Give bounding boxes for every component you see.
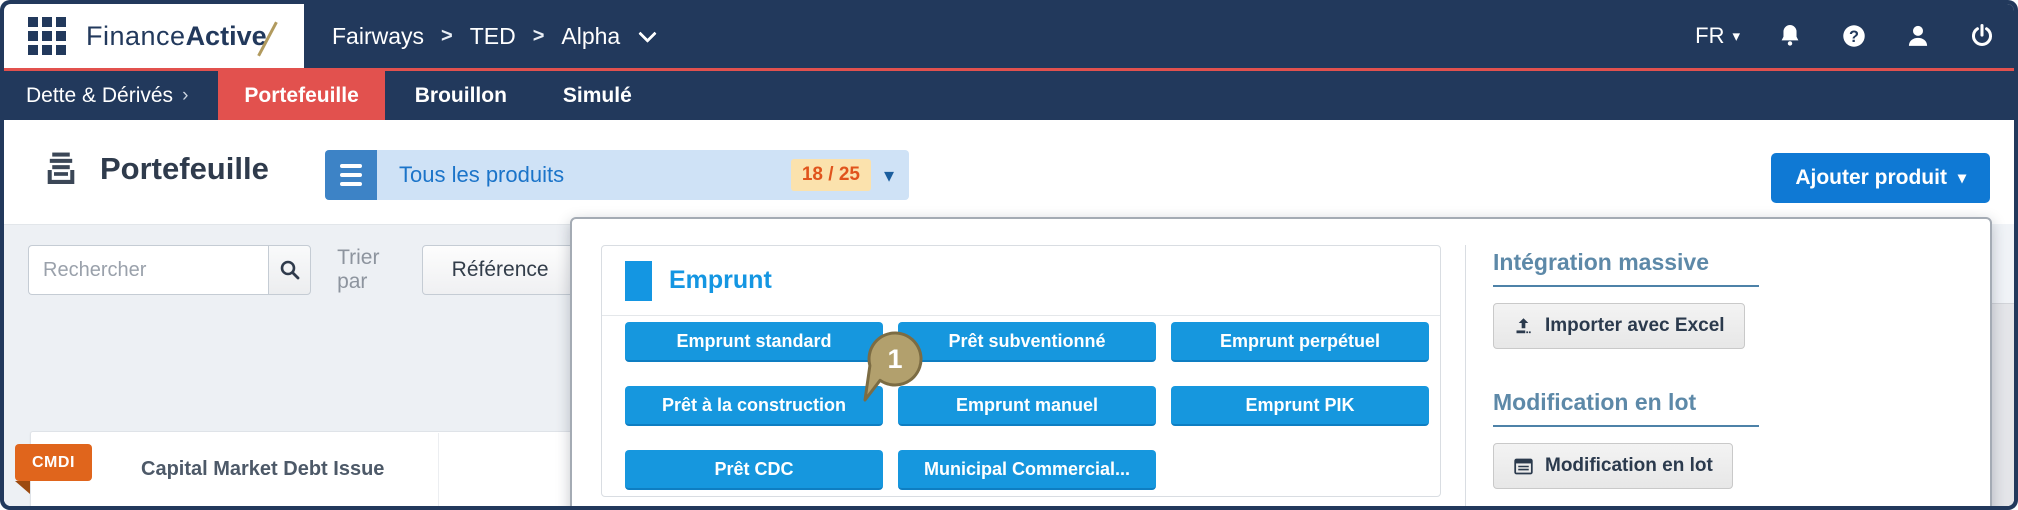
add-product-label: Ajouter produit [1795,166,1947,189]
table-list-icon [1514,458,1533,474]
breadcrumb-item-client[interactable]: Fairways [332,22,425,49]
tab-label: Simulé [562,83,632,107]
scrollbar-track[interactable] [1992,224,2014,506]
portfolio-icon [47,152,75,185]
breadcrumb-separator-icon: > [441,24,453,47]
product-button-pret-a-la-construction[interactable]: Prêt à la construction [625,386,883,426]
page-title: Portefeuille [40,146,269,192]
caret-down-icon: ▾ [1732,28,1740,45]
accent-divider [4,68,2014,71]
tab-label: Brouillon [414,83,507,107]
bell-icon[interactable] [1776,22,1804,50]
brand-name: Finance Active [86,14,278,58]
search-input[interactable] [28,245,268,295]
product-list-item[interactable]: CMDI Capital Market Debt Issue [15,431,582,506]
product-button-emprunt-pik[interactable]: Emprunt PIK [1171,386,1429,426]
breadcrumb-separator-icon: > [532,24,545,47]
module-menu-label: Dette & Dérivés [26,83,174,107]
breadcrumb-item-entity[interactable]: Alpha [561,22,621,49]
bulk-edit-group: Modification en lot Modification en lot [1493,389,1973,489]
emprunt-section: Emprunt Emprunt standard Prêt subvention… [601,245,1441,497]
product-type-badge: CMDI [15,444,92,494]
product-filter-dropdown[interactable]: Tous les produits 18 / 25 ▾ [325,150,909,200]
search-button[interactable] [268,245,312,295]
filter-selected-value: Tous les produits [399,162,565,187]
product-button-pret-subventionne[interactable]: Prêt subventionné [898,322,1156,362]
product-button-pret-cdc[interactable]: Prêt CDC [625,450,883,490]
import-excel-label: Importer avec Excel [1545,315,1725,336]
language-selector[interactable]: FR ▾ [1695,23,1740,49]
chevron-right-icon: › [182,84,189,106]
annotation-step-number: 1 [887,344,902,374]
sort-label: Trier par [337,246,380,293]
section-title: Emprunt [669,266,772,294]
chevron-down-icon[interactable] [638,23,657,43]
page-title-text: Portefeuille [100,151,269,186]
tab-label: Portefeuille [244,83,359,107]
add-product-menu-panel: Emprunt Emprunt standard Prêt subvention… [570,217,1992,506]
app-grid-icon[interactable] [28,17,66,55]
product-button-emprunt-manuel[interactable]: Emprunt manuel [898,386,1156,426]
import-excel-button[interactable]: Importer avec Excel [1493,303,1745,349]
breadcrumb-item-group[interactable]: TED [469,22,516,49]
user-icon[interactable] [1904,22,1932,50]
mass-integration-heading: Intégration massive [1493,249,1759,287]
add-product-button[interactable]: Ajouter produit ▾ [1771,153,1990,203]
portfolio-sidebar: Trier par Référence CMDI Capital Market … [4,224,582,506]
brand-part2: Active [185,20,267,51]
svg-text:?: ? [1849,28,1859,46]
section-marker-icon [625,260,652,301]
tab-brouillon[interactable]: Brouillon [389,71,533,120]
tab-portefeuille[interactable]: Portefeuille [218,71,385,120]
module-navbar: Dette & Dérivés › Portefeuille Brouillon… [4,71,2014,120]
sort-select-button[interactable]: Référence [422,245,578,295]
menu-icon[interactable] [325,150,377,200]
product-type-name: Capital Market Debt Issue [141,458,385,480]
panel-divider [1465,245,1466,506]
tab-simule[interactable]: Simulé [537,71,658,120]
bulk-edit-label: Modification en lot [1545,455,1713,476]
annotation-step-marker: 1 [863,331,923,402]
bulk-edit-heading: Modification en lot [1493,389,1759,427]
bulk-edit-button[interactable]: Modification en lot [1493,443,1733,489]
mass-integration-group: Intégration massive Importer avec Excel [1493,249,1973,349]
caret-down-icon: ▾ [1957,170,1966,187]
language-code: FR [1695,23,1725,48]
brand-part1: Finance [86,20,186,51]
card-divider [438,433,439,506]
module-menu-dette-derives[interactable]: Dette & Dérivés › [18,71,196,120]
product-button-emprunt-perpetuel[interactable]: Emprunt perpétuel [1171,322,1429,362]
search-icon [280,260,299,280]
product-button-municipal-commercial[interactable]: Municipal Commercial... [898,450,1156,490]
upload-icon [1516,317,1531,333]
help-icon[interactable]: ? [1840,22,1868,50]
top-navbar: Finance Active Fairways > TED > Alpha FR … [4,4,2014,68]
caret-down-icon: ▾ [883,164,894,187]
power-icon[interactable] [1968,22,1996,50]
product-count-badge: 18 / 25 [790,159,871,191]
brand-logo[interactable]: Finance Active [4,4,304,68]
product-button-emprunt-standard[interactable]: Emprunt standard [625,322,883,362]
breadcrumb: Fairways > TED > Alpha [332,22,657,50]
scrollbar-thumb[interactable] [1992,303,2014,506]
